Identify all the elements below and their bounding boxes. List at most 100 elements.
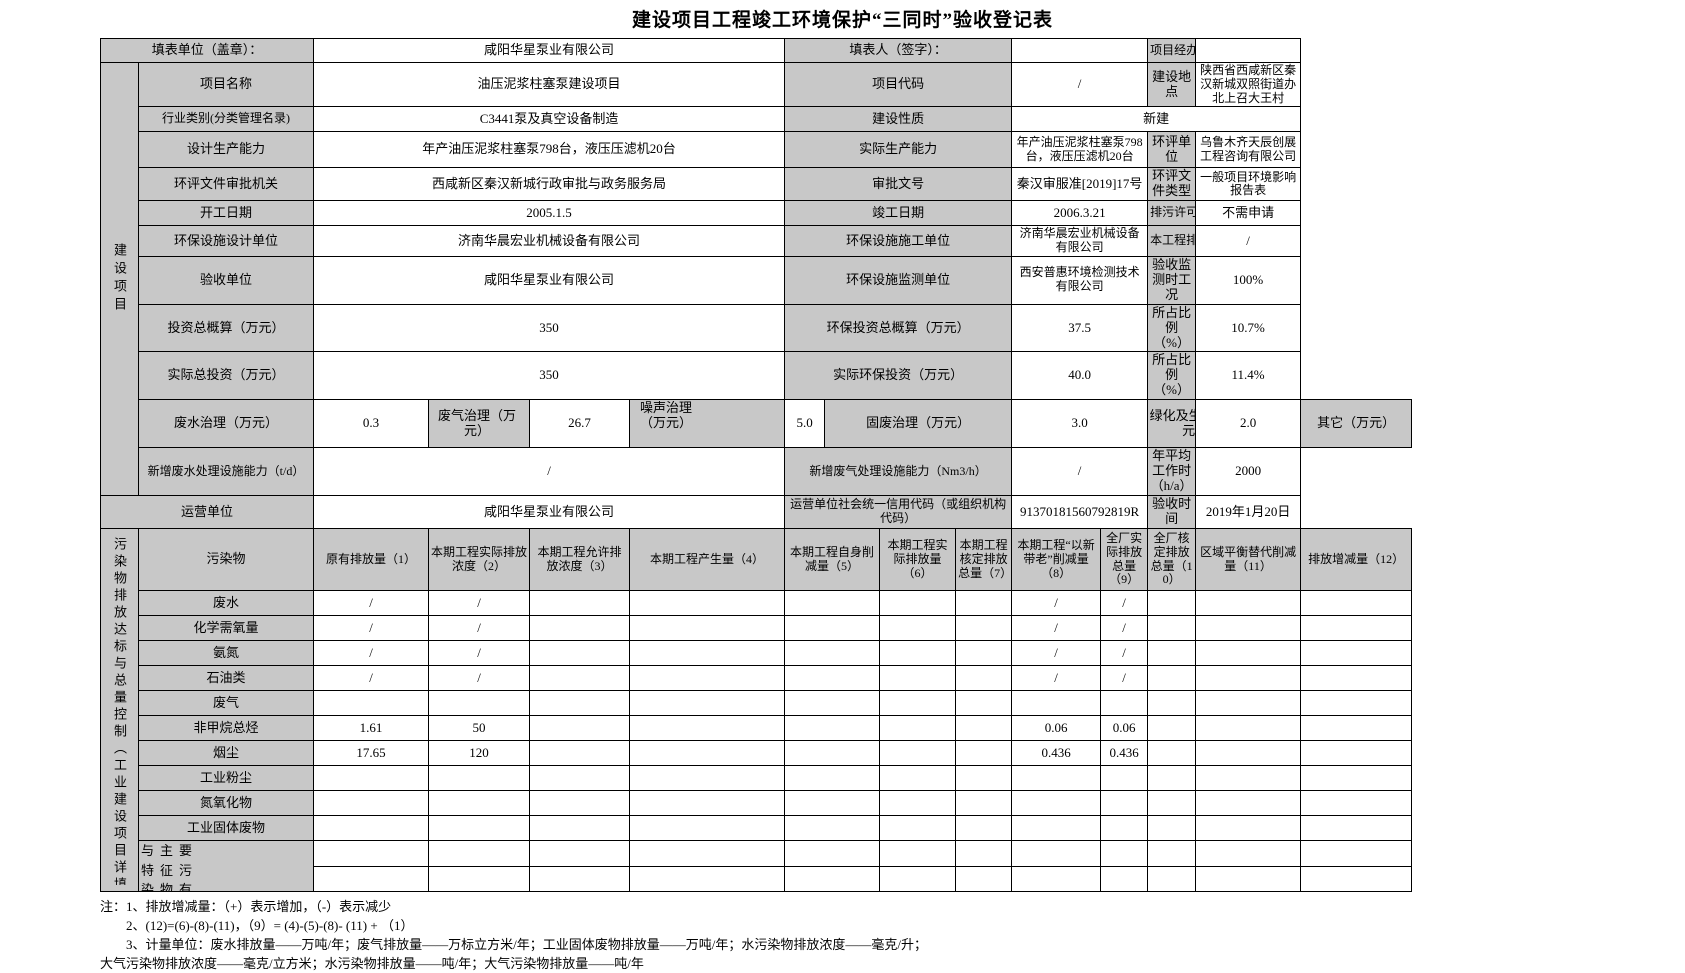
cell-1[interactable]: 17.65	[313, 740, 430, 767]
cell-10[interactable]	[1147, 615, 1197, 642]
cell-7[interactable]	[955, 740, 1013, 767]
cell-10[interactable]	[1147, 665, 1197, 692]
cell-6[interactable]	[879, 665, 957, 692]
cell-12[interactable]	[1300, 615, 1413, 642]
cell-3[interactable]	[529, 840, 631, 867]
cell-4[interactable]	[629, 740, 786, 767]
cell-10[interactable]	[1147, 765, 1197, 792]
cell-2[interactable]: /	[428, 640, 531, 667]
cell-9[interactable]	[1100, 690, 1149, 717]
cell-9[interactable]: /	[1100, 615, 1149, 642]
cell-2[interactable]: /	[428, 590, 531, 617]
waste-gas-treat-value[interactable]: 26.7	[529, 399, 631, 449]
cell-10[interactable]	[1147, 715, 1197, 742]
cell-3[interactable]	[529, 815, 631, 842]
actual-capacity-value[interactable]: 年产油压泥浆柱塞泵798台，液压压滤机20台	[1011, 131, 1149, 169]
cell-9[interactable]	[1100, 840, 1149, 867]
cell-6[interactable]	[879, 715, 957, 742]
design-capacity-value[interactable]: 年产油压泥浆柱塞泵798台，液压压滤机20台	[313, 131, 786, 169]
industry-category-value[interactable]: C3441泵及真空设备制造	[313, 106, 786, 133]
cell-1[interactable]: /	[313, 615, 430, 642]
cell-7[interactable]	[955, 765, 1013, 792]
ep-build-unit-value[interactable]: 济南华晨宏业机械设备有限公司	[1011, 225, 1149, 257]
cell-6[interactable]	[879, 765, 957, 792]
cell-3[interactable]	[529, 740, 631, 767]
cell-3[interactable]	[529, 790, 631, 817]
cell-2[interactable]	[428, 690, 531, 717]
cell-12[interactable]	[1300, 640, 1413, 667]
cell-8[interactable]: 0.06	[1011, 715, 1102, 742]
cell-9[interactable]	[1100, 865, 1149, 893]
cell-6[interactable]	[879, 615, 957, 642]
cell-3[interactable]	[529, 590, 631, 617]
cell-8[interactable]: /	[1011, 615, 1102, 642]
permit-no-value[interactable]: /	[1195, 225, 1302, 257]
cell-6[interactable]	[879, 840, 957, 867]
actual-invest-value[interactable]: 350	[313, 351, 786, 401]
cell-7[interactable]	[955, 615, 1013, 642]
cell-11[interactable]	[1195, 590, 1302, 617]
cell-10[interactable]	[1147, 840, 1197, 867]
permit-apply-time-value[interactable]: 不需申请	[1195, 200, 1302, 227]
cell-1[interactable]: 1.61	[313, 715, 430, 742]
eia-doc-type-value[interactable]: 一般项目环境影响报告表	[1195, 167, 1302, 202]
cell-6[interactable]	[879, 690, 957, 717]
cell-2[interactable]	[428, 865, 531, 893]
actual-ep-invest-value[interactable]: 40.0	[1011, 351, 1149, 401]
cell-1[interactable]	[313, 765, 430, 792]
cell-2[interactable]: 120	[428, 740, 531, 767]
cell-4[interactable]	[629, 715, 786, 742]
cell-4[interactable]	[629, 615, 786, 642]
cell-4[interactable]	[629, 590, 786, 617]
cell-8[interactable]	[1011, 815, 1102, 842]
cell-3[interactable]	[529, 765, 631, 792]
new-ww-capacity-value[interactable]: /	[313, 447, 786, 497]
cell-1[interactable]: /	[313, 640, 430, 667]
cell-7[interactable]	[955, 840, 1013, 867]
ratio1-value[interactable]: 10.7%	[1195, 303, 1302, 353]
monitor-unit-value[interactable]: 西安普惠环境检测技术有限公司	[1011, 255, 1149, 305]
cell-3[interactable]	[529, 690, 631, 717]
cell-5[interactable]	[784, 715, 881, 742]
cell-9[interactable]	[1100, 790, 1149, 817]
cell-12[interactable]	[1300, 790, 1413, 817]
cell-11[interactable]	[1195, 690, 1302, 717]
cell-11[interactable]	[1195, 740, 1302, 767]
cell-7[interactable]	[955, 715, 1013, 742]
credit-code-value[interactable]: 91370181560792819R	[1011, 495, 1149, 530]
construction-nature-value[interactable]: 新建	[1011, 106, 1302, 133]
cell-8[interactable]: /	[1011, 590, 1102, 617]
cell-1[interactable]: /	[313, 590, 430, 617]
work-condition-value[interactable]: 100%	[1195, 255, 1302, 305]
cell-12[interactable]	[1300, 690, 1413, 717]
cell-3[interactable]	[529, 865, 631, 893]
cell-5[interactable]	[784, 640, 881, 667]
cell-4[interactable]	[629, 665, 786, 692]
cell-8[interactable]	[1011, 790, 1102, 817]
cell-4[interactable]	[629, 690, 786, 717]
ratio2-value[interactable]: 11.4%	[1195, 351, 1302, 401]
cell-7[interactable]	[955, 790, 1013, 817]
cell-12[interactable]	[1300, 740, 1413, 767]
solid-waste-treat-value[interactable]: 3.0	[1011, 399, 1149, 449]
cell-12[interactable]	[1300, 815, 1413, 842]
cell-7[interactable]	[955, 865, 1013, 893]
cell-1[interactable]	[313, 840, 430, 867]
cell-11[interactable]	[1195, 840, 1302, 867]
fill-unit-value[interactable]: 咸阳华星泵业有限公司	[313, 38, 786, 63]
cell-5[interactable]	[784, 740, 881, 767]
start-date-value[interactable]: 2005.1.5	[313, 200, 786, 227]
operation-unit-value[interactable]: 咸阳华星泵业有限公司	[313, 495, 786, 530]
cell-9[interactable]: 0.436	[1100, 740, 1149, 767]
cell-9[interactable]: 0.06	[1100, 715, 1149, 742]
finish-date-value[interactable]: 2006.3.21	[1011, 200, 1149, 227]
cell-8[interactable]: /	[1011, 640, 1102, 667]
cell-11[interactable]	[1195, 765, 1302, 792]
cell-9[interactable]: /	[1100, 590, 1149, 617]
cell-11[interactable]	[1195, 715, 1302, 742]
cell-8[interactable]: 0.436	[1011, 740, 1102, 767]
cell-2[interactable]	[428, 765, 531, 792]
cell-9[interactable]: /	[1100, 665, 1149, 692]
cell-4[interactable]	[629, 765, 786, 792]
cell-11[interactable]	[1195, 815, 1302, 842]
